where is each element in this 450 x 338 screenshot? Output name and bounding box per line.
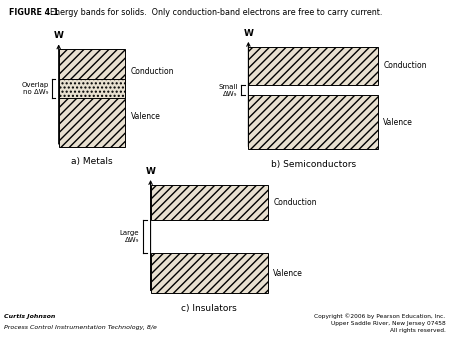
Text: Valence: Valence <box>130 112 160 121</box>
Text: Conduction: Conduction <box>274 198 317 207</box>
Bar <box>58 85 126 147</box>
Text: Upper Saddle River, New Jersey 07458: Upper Saddle River, New Jersey 07458 <box>331 321 446 326</box>
Text: W: W <box>243 29 253 38</box>
Text: Conduction: Conduction <box>130 67 174 76</box>
Text: Large
ΔW₉: Large ΔW₉ <box>120 230 139 243</box>
Text: Valence: Valence <box>274 269 303 277</box>
Text: Conduction: Conduction <box>383 62 427 70</box>
Text: W: W <box>54 31 63 40</box>
Text: b) Semiconductors: b) Semiconductors <box>270 160 356 169</box>
Bar <box>248 47 378 85</box>
Text: Energy bands for solids.  Only conduction-band electrons are free to carry curre: Energy bands for solids. Only conduction… <box>40 8 382 18</box>
Text: Valence: Valence <box>383 118 413 127</box>
Bar <box>58 49 126 93</box>
Text: Curtis Johnson: Curtis Johnson <box>4 314 56 319</box>
Text: Overlap
no ΔW₉: Overlap no ΔW₉ <box>21 82 49 95</box>
Text: FIGURE 4.1: FIGURE 4.1 <box>9 8 59 18</box>
Text: Small
ΔW₉: Small ΔW₉ <box>218 84 238 97</box>
Bar <box>151 185 268 220</box>
Text: All rights reserved.: All rights reserved. <box>390 328 446 333</box>
Bar <box>248 95 378 149</box>
Text: W: W <box>146 167 156 176</box>
Text: c) Insulators: c) Insulators <box>181 304 237 313</box>
Text: Process Control Instrumentation Technology, 8/e: Process Control Instrumentation Technolo… <box>4 324 158 330</box>
Text: a) Metals: a) Metals <box>71 157 113 166</box>
Bar <box>151 253 268 293</box>
Bar <box>58 79 126 98</box>
Text: Copyright ©2006 by Pearson Education, Inc.: Copyright ©2006 by Pearson Education, In… <box>315 314 446 319</box>
